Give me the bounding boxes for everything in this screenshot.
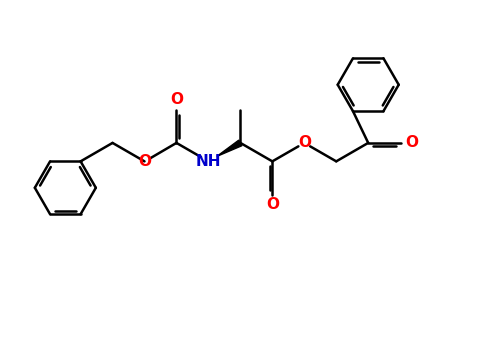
Text: O: O xyxy=(170,92,183,107)
Text: O: O xyxy=(266,197,279,212)
Text: O: O xyxy=(298,135,311,150)
Text: O: O xyxy=(405,135,418,150)
Polygon shape xyxy=(217,140,242,157)
Text: O: O xyxy=(138,154,151,169)
Text: NH: NH xyxy=(196,154,221,169)
